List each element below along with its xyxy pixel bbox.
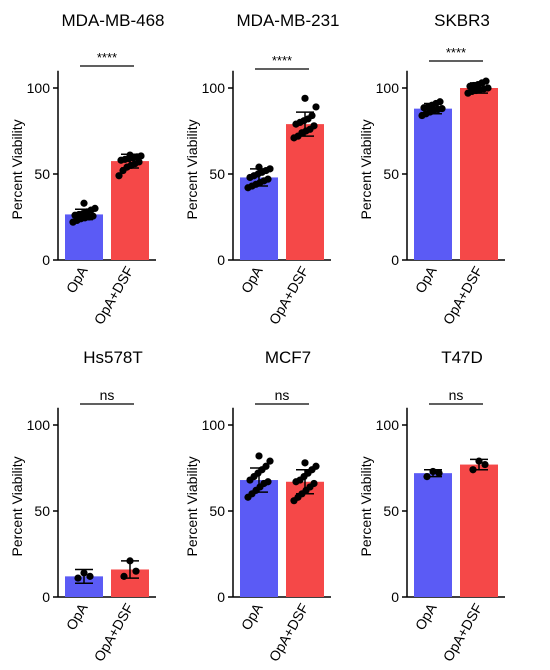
y-tick-label: 0 bbox=[42, 252, 50, 268]
panel-mda-mb-231: MDA-MB-231 0 50 100 Percent Viability OpA OpA+… bbox=[184, 11, 339, 327]
y-axis-label: Percent Viability bbox=[9, 119, 25, 219]
y-tick-label: 100 bbox=[27, 80, 51, 96]
panel-title: SKBR3 bbox=[434, 11, 490, 30]
data-point bbox=[264, 478, 272, 486]
bar-opa-dsf bbox=[286, 124, 324, 261]
data-point bbox=[436, 98, 444, 106]
y-tick-label: 0 bbox=[217, 589, 225, 605]
data-point bbox=[132, 567, 140, 575]
y-tick-label: 50 bbox=[383, 166, 399, 182]
x-tick-label: OpA+DSF bbox=[266, 264, 312, 328]
data-point bbox=[482, 77, 490, 85]
x-tick-label: OpA bbox=[238, 600, 266, 633]
y-axis-label: Percent Viability bbox=[184, 119, 200, 219]
data-point bbox=[80, 569, 88, 577]
data-point bbox=[137, 152, 145, 160]
bar-opa bbox=[414, 108, 452, 260]
data-point bbox=[266, 165, 274, 173]
panel-mda-mb-468: MDA-MB-468 0 50 100 Percent Viability OpA OpA+… bbox=[9, 11, 164, 327]
x-tick-label: OpA+DSF bbox=[440, 601, 486, 665]
y-axis-label: Percent Viability bbox=[358, 456, 374, 556]
y-tick-label: 100 bbox=[376, 417, 400, 433]
bar-opa bbox=[240, 177, 278, 260]
y-axis-label: Percent Viability bbox=[9, 456, 25, 556]
data-point bbox=[438, 105, 446, 113]
data-point bbox=[86, 572, 94, 580]
y-tick-label: 0 bbox=[391, 252, 399, 268]
significance-label: **** bbox=[97, 50, 117, 65]
data-point bbox=[91, 204, 99, 212]
significance-label: **** bbox=[446, 45, 466, 60]
panel-title: MDA-MB-468 bbox=[62, 11, 165, 30]
data-point bbox=[255, 163, 263, 171]
data-point bbox=[429, 467, 437, 476]
bar-opa-dsf bbox=[460, 464, 498, 597]
y-tick-label: 0 bbox=[42, 589, 50, 605]
y-tick-label: 50 bbox=[209, 166, 225, 182]
y-tick-label: 100 bbox=[27, 417, 51, 433]
bar-opa-dsf bbox=[460, 88, 498, 260]
data-point bbox=[310, 122, 318, 130]
y-tick-label: 0 bbox=[391, 589, 399, 605]
panel-title: MCF7 bbox=[265, 348, 311, 367]
data-point bbox=[115, 172, 123, 180]
data-point bbox=[312, 103, 320, 111]
bar-opa bbox=[414, 473, 452, 597]
data-point bbox=[126, 151, 134, 159]
significance-label: ns bbox=[449, 387, 464, 403]
data-point bbox=[484, 84, 492, 92]
y-tick-label: 50 bbox=[34, 503, 50, 519]
data-point bbox=[301, 459, 309, 467]
data-point bbox=[266, 457, 274, 465]
y-tick-label: 100 bbox=[202, 417, 226, 433]
data-point bbox=[481, 460, 489, 469]
data-point bbox=[435, 469, 443, 477]
x-tick-label: OpA+DSF bbox=[440, 264, 486, 328]
panel-title: T47D bbox=[441, 348, 483, 367]
panel-title: Hs578T bbox=[83, 348, 143, 367]
significance-label: **** bbox=[272, 53, 292, 68]
data-point bbox=[469, 466, 477, 474]
y-axis-label: Percent Viability bbox=[358, 119, 374, 219]
data-point bbox=[301, 94, 309, 102]
x-tick-label: OpA bbox=[412, 600, 440, 633]
x-tick-label: OpA bbox=[238, 263, 266, 296]
data-point bbox=[308, 111, 316, 120]
bar-opa bbox=[65, 576, 103, 597]
data-point bbox=[423, 473, 431, 481]
data-point bbox=[80, 199, 88, 207]
y-tick-label: 100 bbox=[376, 80, 400, 96]
y-tick-label: 0 bbox=[217, 252, 225, 268]
y-tick-label: 100 bbox=[202, 80, 226, 96]
data-point bbox=[310, 479, 318, 488]
x-tick-label: OpA+DSF bbox=[91, 264, 137, 328]
data-point bbox=[120, 572, 128, 580]
panel-t47d: T47D 0 50 100 Percent Viability OpA OpA+DSF ns bbox=[358, 348, 505, 664]
y-tick-label: 50 bbox=[209, 503, 225, 519]
y-tick-label: 50 bbox=[383, 503, 399, 519]
data-point bbox=[126, 557, 134, 565]
data-point bbox=[264, 175, 272, 183]
significance-label: ns bbox=[275, 387, 290, 403]
data-point bbox=[475, 457, 483, 465]
y-tick-label: 50 bbox=[34, 166, 50, 182]
data-point bbox=[262, 462, 270, 470]
data-point bbox=[89, 212, 97, 220]
data-point bbox=[255, 452, 263, 460]
panel-hs578t: Hs578T 0 50 100 Percent Viability OpA OpA+DSF n… bbox=[9, 348, 156, 664]
x-tick-label: OpA+DSF bbox=[91, 601, 137, 665]
significance-label: ns bbox=[100, 387, 115, 403]
panel-title: MDA-MB-231 bbox=[237, 11, 340, 30]
panel-skbr3: SKBR3 0 50 100 Percent Viability OpA OpA+DSF **… bbox=[358, 11, 505, 327]
data-point bbox=[312, 462, 320, 470]
y-axis-label: Percent Viability bbox=[184, 456, 200, 556]
panel-mcf7: MCF7 0 50 100 Percent Viability OpA OpA+DSF ns bbox=[184, 348, 331, 664]
x-tick-label: OpA bbox=[63, 263, 91, 296]
x-tick-label: OpA+DSF bbox=[266, 601, 312, 665]
x-tick-label: OpA bbox=[412, 263, 440, 296]
data-point bbox=[74, 574, 82, 582]
x-tick-label: OpA bbox=[63, 600, 91, 633]
